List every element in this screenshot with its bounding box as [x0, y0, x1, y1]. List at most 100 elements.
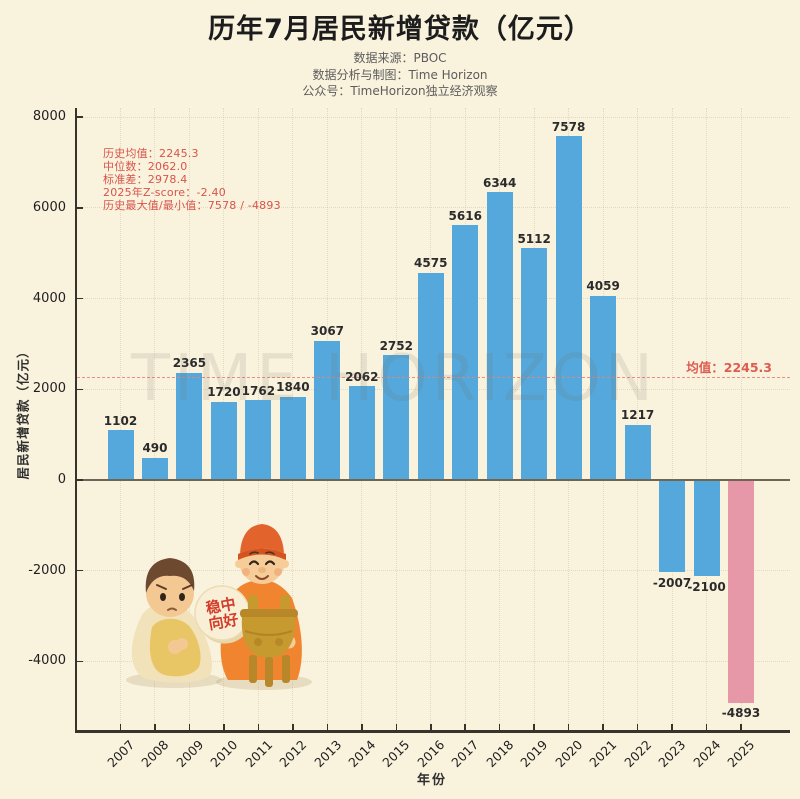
x-axis-tick-label: 2021 — [586, 737, 620, 771]
y-axis-tick-label: 6000 — [32, 199, 66, 215]
x-axis-tick-label: 2007 — [104, 737, 138, 771]
gridline-horizontal — [77, 116, 790, 118]
x-axis-tick — [292, 724, 294, 730]
bar-2016 — [417, 272, 444, 480]
x-axis-tick-label: 2012 — [276, 737, 310, 771]
gridline-horizontal — [77, 207, 790, 209]
page-title: 历年7月居民新增贷款（亿元） — [208, 14, 592, 45]
bar-2023 — [659, 481, 686, 573]
y-axis-tick — [77, 207, 83, 209]
bar-value-label: -4893 — [721, 706, 761, 721]
y-axis-tick — [77, 569, 83, 572]
x-axis-tick — [636, 724, 639, 730]
x-axis-tick — [567, 724, 570, 730]
bar-2024 — [693, 481, 720, 577]
y-axis-tick — [77, 297, 83, 300]
x-axis-tick — [395, 724, 398, 730]
gridline-vertical — [120, 108, 121, 730]
bar-value-label: 1217 — [620, 408, 655, 423]
bar-2007 — [107, 430, 134, 480]
x-axis-tick-label: 2018 — [483, 737, 517, 771]
bar-2012 — [279, 396, 306, 480]
gridline-vertical — [154, 108, 156, 730]
x-axis-tick — [602, 724, 604, 730]
bar-2010 — [210, 401, 237, 480]
x-axis-tick — [533, 724, 535, 730]
x-axis-tick-label: 2025 — [724, 737, 758, 771]
bar-value-label: 5112 — [517, 231, 551, 246]
x-axis-tick-label: 2013 — [310, 737, 344, 771]
stat-mean: 历史均值：2245.3 — [103, 147, 199, 160]
x-axis-tick — [740, 724, 742, 730]
bar-2015 — [383, 355, 410, 480]
x-axis-tick-label: 2020 — [552, 737, 586, 771]
gridline-vertical — [706, 108, 708, 730]
bar-value-label: 1840 — [276, 380, 310, 395]
subtitle-data-source: 数据来源：PBOC — [353, 51, 447, 65]
x-axis-tick-label: 2017 — [448, 737, 482, 771]
x-axis-tick-label: 2022 — [621, 737, 655, 771]
bar-2014 — [348, 386, 375, 480]
bar-value-label: 5616 — [448, 208, 482, 223]
x-axis-tick — [257, 724, 260, 730]
stat-maxmin: 历史最大值/最小值：7578 / -4893 — [103, 199, 281, 212]
x-axis-tick-label: 2014 — [345, 737, 379, 771]
bar-2022 — [624, 424, 651, 480]
y-axis-tick-label: 8000 — [32, 109, 66, 125]
subtitle-block: 数据来源：PBOC 数据分析与制图：Time Horizon 公众号：TimeH… — [0, 50, 800, 100]
bar-value-label: 7578 — [551, 119, 586, 134]
bar-value-label: -2100 — [687, 579, 726, 594]
gridline-vertical — [740, 108, 742, 730]
x-axis-tick — [223, 724, 225, 730]
mascot-illustration: 稳中 向好 — [126, 524, 312, 690]
subtitle-author: 数据分析与制图：Time Horizon — [312, 67, 488, 82]
sign-disc: 稳中 向好 — [194, 585, 252, 644]
bar-2013 — [314, 340, 341, 480]
x-axis-tick — [464, 724, 466, 730]
x-axis-tick-label: 2010 — [207, 737, 241, 771]
stat-stddev: 标准差：2978.4 — [103, 173, 188, 186]
y-axis-spine — [75, 108, 77, 733]
y-axis-tick-label: 2000 — [32, 381, 66, 397]
bar-2019 — [521, 248, 548, 480]
x-axis-tick — [326, 724, 329, 730]
bar-value-label: 1102 — [103, 413, 138, 428]
x-axis-tick — [671, 724, 673, 730]
x-axis-spine — [75, 730, 790, 733]
watermark-text: TIME HORIZON — [131, 342, 657, 416]
y-axis-tick — [77, 388, 83, 391]
sign-text-line2: 向好 — [207, 610, 240, 633]
gold-ding-icon — [240, 595, 298, 687]
y-axis-tick-label: 4000 — [32, 290, 66, 306]
bar-value-label: 4059 — [586, 279, 620, 294]
zero-line — [77, 479, 790, 481]
bar-2017 — [452, 225, 479, 480]
sign-text-line1: 稳中 — [204, 595, 237, 618]
x-axis-tick — [188, 724, 191, 730]
bar-value-label: 3067 — [310, 324, 345, 339]
bar-value-label: 2365 — [172, 356, 207, 371]
bar-2025 — [728, 481, 754, 703]
x-axis-tick — [119, 724, 122, 730]
bar-value-label: -2007 — [652, 575, 692, 590]
x-axis-tick-label: 2023 — [655, 737, 689, 771]
bar-2018 — [486, 192, 513, 480]
bar-2009 — [176, 372, 203, 480]
x-axis-tick-label: 2011 — [241, 737, 275, 771]
bar-2021 — [590, 295, 617, 480]
stats-annotation: 历史均值：2245.3 中位数：2062.0 标准差：2978.4 2025年Z… — [103, 147, 281, 212]
bar-2011 — [245, 400, 272, 480]
bar-2008 — [141, 457, 168, 480]
bar-value-label: 1720 — [207, 385, 241, 400]
x-axis-tick — [705, 724, 708, 730]
y-axis-tick-label: -4000 — [28, 653, 66, 669]
y-axis-tick-label: -2000 — [28, 562, 66, 578]
gridline-horizontal — [77, 660, 790, 662]
bar-value-label: 490 — [142, 441, 168, 456]
y-axis-title: 居民新增贷款（亿元） — [15, 344, 31, 480]
x-axis-title: 年份 — [416, 773, 448, 788]
y-axis-tick — [77, 116, 83, 118]
bar-value-label: 2752 — [379, 338, 413, 353]
y-axis-tick-label: 0 — [57, 472, 66, 487]
